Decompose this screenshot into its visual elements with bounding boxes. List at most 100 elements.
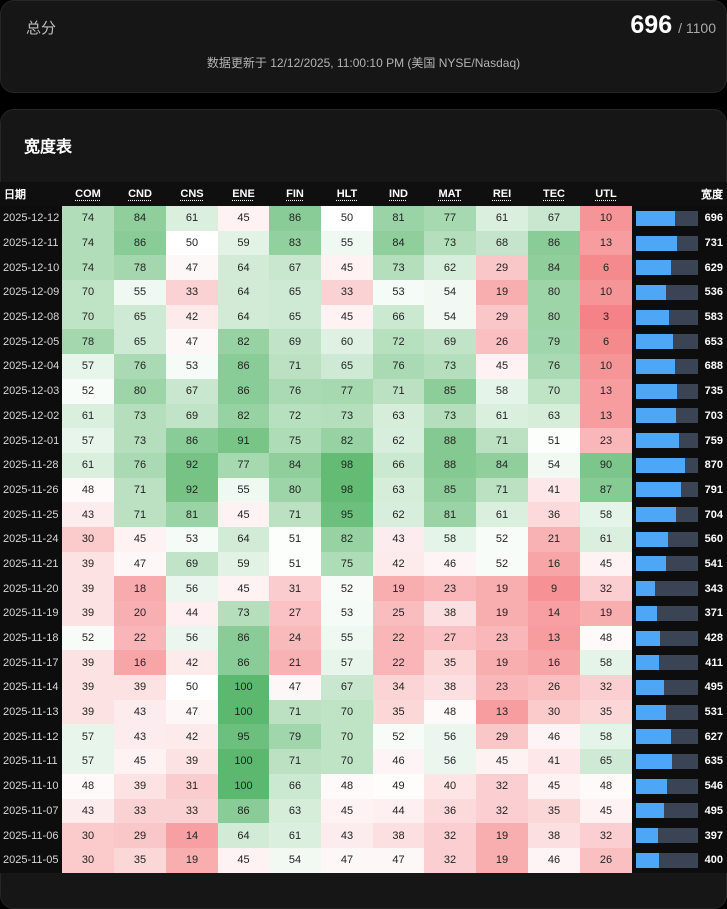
sector-header-mat[interactable]: MAT bbox=[424, 182, 476, 206]
value-cell-ene: 77 bbox=[218, 452, 269, 478]
value-cell-cnd: 71 bbox=[114, 477, 166, 503]
breadth-bar bbox=[636, 482, 698, 498]
value-cell-cns: 50 bbox=[166, 230, 218, 256]
value-cell-mat: 56 bbox=[424, 724, 476, 750]
value-cell-cns: 33 bbox=[166, 798, 218, 824]
value-cell-hlt: 82 bbox=[321, 526, 373, 552]
value-cell-utl: 48 bbox=[580, 773, 632, 799]
table-row: 2025-11-18 52 22 56 86 24 55 22 27 23 13 48 428 bbox=[0, 625, 727, 651]
value-cell-ind: 42 bbox=[373, 551, 424, 577]
value-cell-cns: 44 bbox=[166, 601, 218, 626]
value-cell-com: 52 bbox=[62, 625, 114, 651]
breadth-cell: 411 bbox=[632, 650, 727, 676]
sector-header-rei[interactable]: REI bbox=[476, 182, 528, 206]
value-cell-ind: 38 bbox=[373, 823, 424, 848]
date-cell: 2025-11-28 bbox=[0, 452, 62, 478]
value-cell-tec: 45 bbox=[528, 773, 580, 799]
table-row: 2025-11-06 30 29 14 64 61 43 38 32 19 38 32 397 bbox=[0, 823, 727, 848]
value-cell-fin: 83 bbox=[269, 230, 321, 256]
value-cell-hlt: 45 bbox=[321, 798, 373, 824]
breadth-bar bbox=[636, 778, 698, 794]
value-cell-com: 70 bbox=[62, 304, 114, 330]
breadth-total: 688 bbox=[704, 360, 723, 373]
value-cell-fin: 71 bbox=[269, 699, 321, 725]
breadth-bar-fill bbox=[636, 605, 657, 621]
date-cell: 2025-11-25 bbox=[0, 502, 62, 527]
value-cell-mat: 38 bbox=[424, 675, 476, 700]
value-cell-cnd: 18 bbox=[114, 576, 166, 601]
breadth-total: 583 bbox=[704, 311, 723, 324]
value-cell-mat: 23 bbox=[424, 576, 476, 601]
sector-header-hlt[interactable]: HLT bbox=[321, 182, 373, 206]
sector-header-fin[interactable]: FIN bbox=[269, 182, 321, 206]
value-cell-utl: 45 bbox=[580, 551, 632, 577]
value-cell-mat: 85 bbox=[424, 477, 476, 503]
value-cell-tec: 38 bbox=[528, 823, 580, 848]
breadth-cell: 541 bbox=[632, 551, 727, 577]
value-cell-fin: 65 bbox=[269, 280, 321, 305]
date-cell: 2025-11-07 bbox=[0, 798, 62, 824]
breadth-bar-fill bbox=[636, 704, 666, 720]
date-cell: 2025-11-11 bbox=[0, 749, 62, 774]
breadth-column-header[interactable]: 宽度 bbox=[632, 182, 727, 206]
sector-header-ind[interactable]: IND bbox=[373, 182, 424, 206]
date-cell: 2025-11-24 bbox=[0, 526, 62, 552]
sector-header-tec[interactable]: TEC bbox=[528, 182, 580, 206]
sector-header-utl[interactable]: UTL bbox=[580, 182, 632, 206]
value-cell-fin: 51 bbox=[269, 526, 321, 552]
value-cell-utl: 32 bbox=[580, 823, 632, 848]
breadth-cell: 560 bbox=[632, 526, 727, 552]
value-cell-fin: 79 bbox=[269, 724, 321, 750]
breadth-bar bbox=[636, 284, 698, 300]
value-cell-hlt: 70 bbox=[321, 749, 373, 774]
value-cell-cns: 69 bbox=[166, 551, 218, 577]
value-cell-cns: 67 bbox=[166, 378, 218, 404]
value-cell-tec: 41 bbox=[528, 477, 580, 503]
value-cell-hlt: 73 bbox=[321, 403, 373, 429]
date-cell: 2025-11-06 bbox=[0, 823, 62, 848]
date-cell: 2025-12-04 bbox=[0, 354, 62, 379]
sector-header-cns[interactable]: CNS bbox=[166, 182, 218, 206]
sector-header-cnd[interactable]: CND bbox=[114, 182, 166, 206]
date-cell: 2025-11-21 bbox=[0, 551, 62, 577]
table-row: 2025-11-20 39 18 56 45 31 52 19 23 19 9 32 343 bbox=[0, 576, 727, 601]
breadth-cell: 531 bbox=[632, 699, 727, 725]
value-cell-utl: 23 bbox=[580, 428, 632, 453]
breadth-bar bbox=[636, 556, 698, 572]
breadth-bar-fill bbox=[636, 679, 664, 695]
value-cell-fin: 31 bbox=[269, 576, 321, 601]
value-cell-hlt: 60 bbox=[321, 329, 373, 355]
breadth-cell: 635 bbox=[632, 749, 727, 774]
date-column-header[interactable]: 日期 bbox=[0, 182, 62, 206]
value-cell-fin: 69 bbox=[269, 329, 321, 355]
table-row: 2025-11-21 39 47 69 59 51 75 42 46 52 16 45 541 bbox=[0, 551, 727, 577]
value-cell-tec: 51 bbox=[528, 428, 580, 453]
breadth-bar-fill bbox=[636, 531, 668, 547]
value-cell-ind: 62 bbox=[373, 428, 424, 453]
value-cell-tec: 26 bbox=[528, 675, 580, 700]
value-cell-hlt: 95 bbox=[321, 502, 373, 527]
sector-header-ene[interactable]: ENE bbox=[218, 182, 269, 206]
value-cell-utl: 26 bbox=[580, 847, 632, 873]
breadth-bar-fill bbox=[636, 778, 667, 794]
value-cell-hlt: 50 bbox=[321, 206, 373, 231]
value-cell-ind: 71 bbox=[373, 378, 424, 404]
breadth-total: 704 bbox=[704, 508, 723, 521]
value-cell-utl: 35 bbox=[580, 699, 632, 725]
breadth-cell: 428 bbox=[632, 625, 727, 651]
value-cell-mat: 73 bbox=[424, 403, 476, 429]
breadth-bar bbox=[636, 408, 698, 424]
value-cell-hlt: 48 bbox=[321, 773, 373, 799]
sector-header-com[interactable]: COM bbox=[62, 182, 114, 206]
value-cell-com: 43 bbox=[62, 502, 114, 527]
breadth-total: 703 bbox=[704, 409, 723, 422]
value-cell-rei: 32 bbox=[476, 773, 528, 799]
value-cell-ene: 100 bbox=[218, 773, 269, 799]
breadth-bar bbox=[636, 210, 698, 226]
value-cell-utl: 87 bbox=[580, 477, 632, 503]
breadth-cell: 397 bbox=[632, 823, 727, 848]
value-cell-com: 57 bbox=[62, 724, 114, 750]
value-cell-tec: 70 bbox=[528, 378, 580, 404]
value-cell-cns: 42 bbox=[166, 650, 218, 676]
date-cell: 2025-11-05 bbox=[0, 847, 62, 873]
